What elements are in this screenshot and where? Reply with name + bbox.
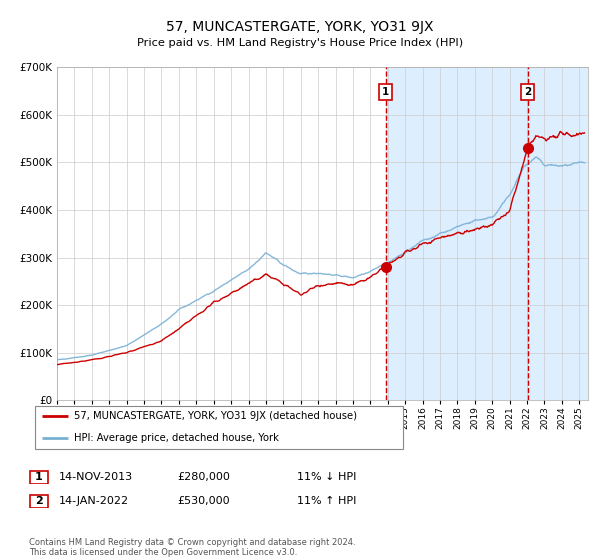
Text: 14-NOV-2013: 14-NOV-2013 [59,472,133,482]
FancyBboxPatch shape [35,406,403,450]
Text: Contains HM Land Registry data © Crown copyright and database right 2024.
This d: Contains HM Land Registry data © Crown c… [29,538,355,557]
Text: £530,000: £530,000 [177,496,230,506]
Bar [386,67,588,400]
Text: 57, MUNCASTERGATE, YORK, YO31 9JX: 57, MUNCASTERGATE, YORK, YO31 9JX [166,20,434,34]
FancyBboxPatch shape [30,470,47,484]
FancyBboxPatch shape [30,494,47,508]
Text: 1: 1 [382,87,389,97]
Text: 57, MUNCASTERGATE, YORK, YO31 9JX (detached house): 57, MUNCASTERGATE, YORK, YO31 9JX (detac… [74,412,357,421]
Text: 11% ↓ HPI: 11% ↓ HPI [297,472,356,482]
Text: 2: 2 [524,87,532,97]
Text: HPI: Average price, detached house, York: HPI: Average price, detached house, York [74,433,279,443]
Text: £280,000: £280,000 [177,472,230,482]
Text: Price paid vs. HM Land Registry's House Price Index (HPI): Price paid vs. HM Land Registry's House … [137,38,463,48]
Text: 14-JAN-2022: 14-JAN-2022 [59,496,129,506]
Text: 2: 2 [35,496,43,506]
Text: 1: 1 [35,472,43,482]
Text: 11% ↑ HPI: 11% ↑ HPI [297,496,356,506]
